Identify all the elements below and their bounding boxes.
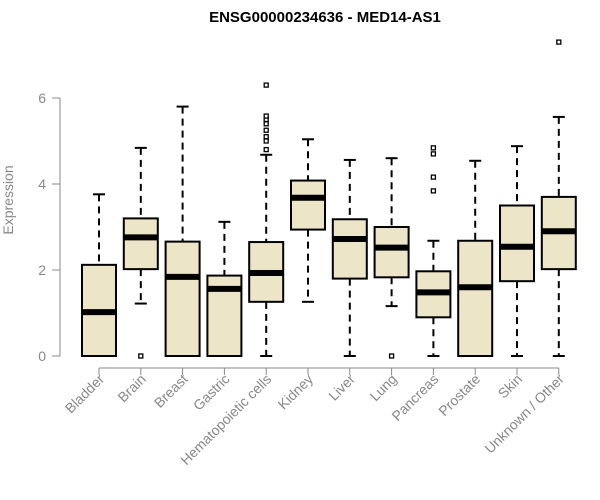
box-7: [373, 226, 410, 279]
outlier-point: [263, 138, 269, 144]
box-2: [164, 240, 201, 357]
outlier-point: [430, 188, 437, 194]
box-10: [499, 204, 535, 283]
outlier-point: [263, 113, 269, 119]
x-tick-label: Breast: [151, 371, 191, 411]
outlier-point: [556, 39, 562, 45]
x-tick-label: Bladder: [62, 371, 108, 417]
outlier-point: [430, 174, 437, 180]
box-5: [290, 179, 326, 231]
x-tick-label: Kidney: [275, 371, 317, 413]
x-tick-label: Brain: [114, 371, 148, 405]
box-9: [457, 239, 494, 357]
y-tick-label: 4: [38, 176, 46, 192]
outlier-point: [263, 127, 269, 133]
x-tick-label: Skin: [495, 371, 526, 402]
box-6: [331, 218, 368, 280]
x-tick-label: Unknown / Other: [481, 371, 567, 457]
y-tick-label: 2: [38, 262, 46, 278]
x-tick-label: Prostate: [435, 371, 483, 419]
y-tick-label: 0: [38, 348, 46, 364]
outlier-point: [138, 353, 144, 359]
y-axis-label: Expression: [0, 165, 16, 234]
x-tick-label: Liver: [325, 371, 358, 404]
outlier-point: [430, 151, 437, 157]
box-1: [122, 217, 159, 271]
chart-title: ENSG00000234636 - MED14-AS1: [209, 9, 441, 26]
y-tick-label: 6: [38, 90, 46, 106]
outlier-point: [263, 134, 269, 140]
outlier-point: [388, 353, 395, 359]
x-tick-label: Lung: [366, 371, 399, 404]
outlier-point: [263, 121, 269, 127]
outlier-point: [430, 145, 437, 151]
outlier-point: [263, 146, 269, 153]
outlier-point: [263, 82, 269, 88]
